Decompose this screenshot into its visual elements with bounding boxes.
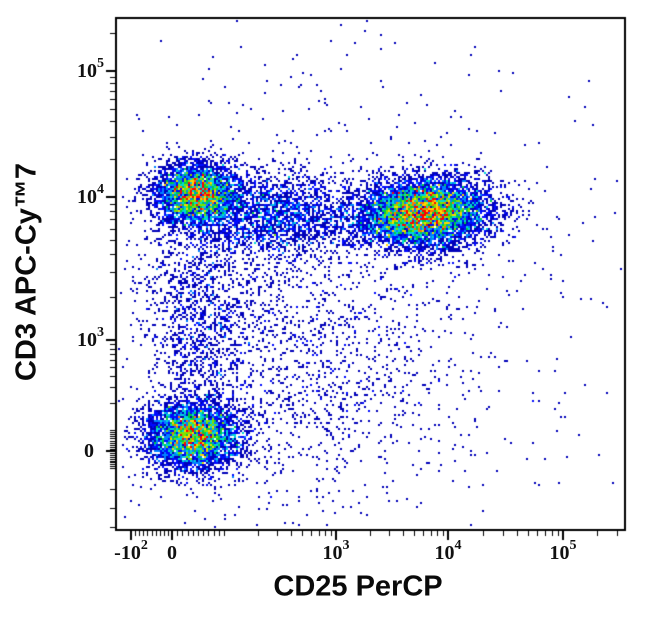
x-axis-tick-label: 105 [549,538,577,564]
y-axis-tick-label: 104 [77,182,104,208]
y-axis-tick-label: 105 [77,56,104,82]
y-axis-tick-label: 0 [84,440,94,462]
x-axis-tick-label: 0 [167,542,177,564]
x-axis-tick-label: 103 [322,538,350,564]
x-axis-tick-label: 104 [434,538,462,564]
x-axis-tick-label: -102 [114,538,148,564]
y-axis-tick-label: 103 [77,325,104,351]
x-axis-title: CD25 PerCP [273,570,443,603]
